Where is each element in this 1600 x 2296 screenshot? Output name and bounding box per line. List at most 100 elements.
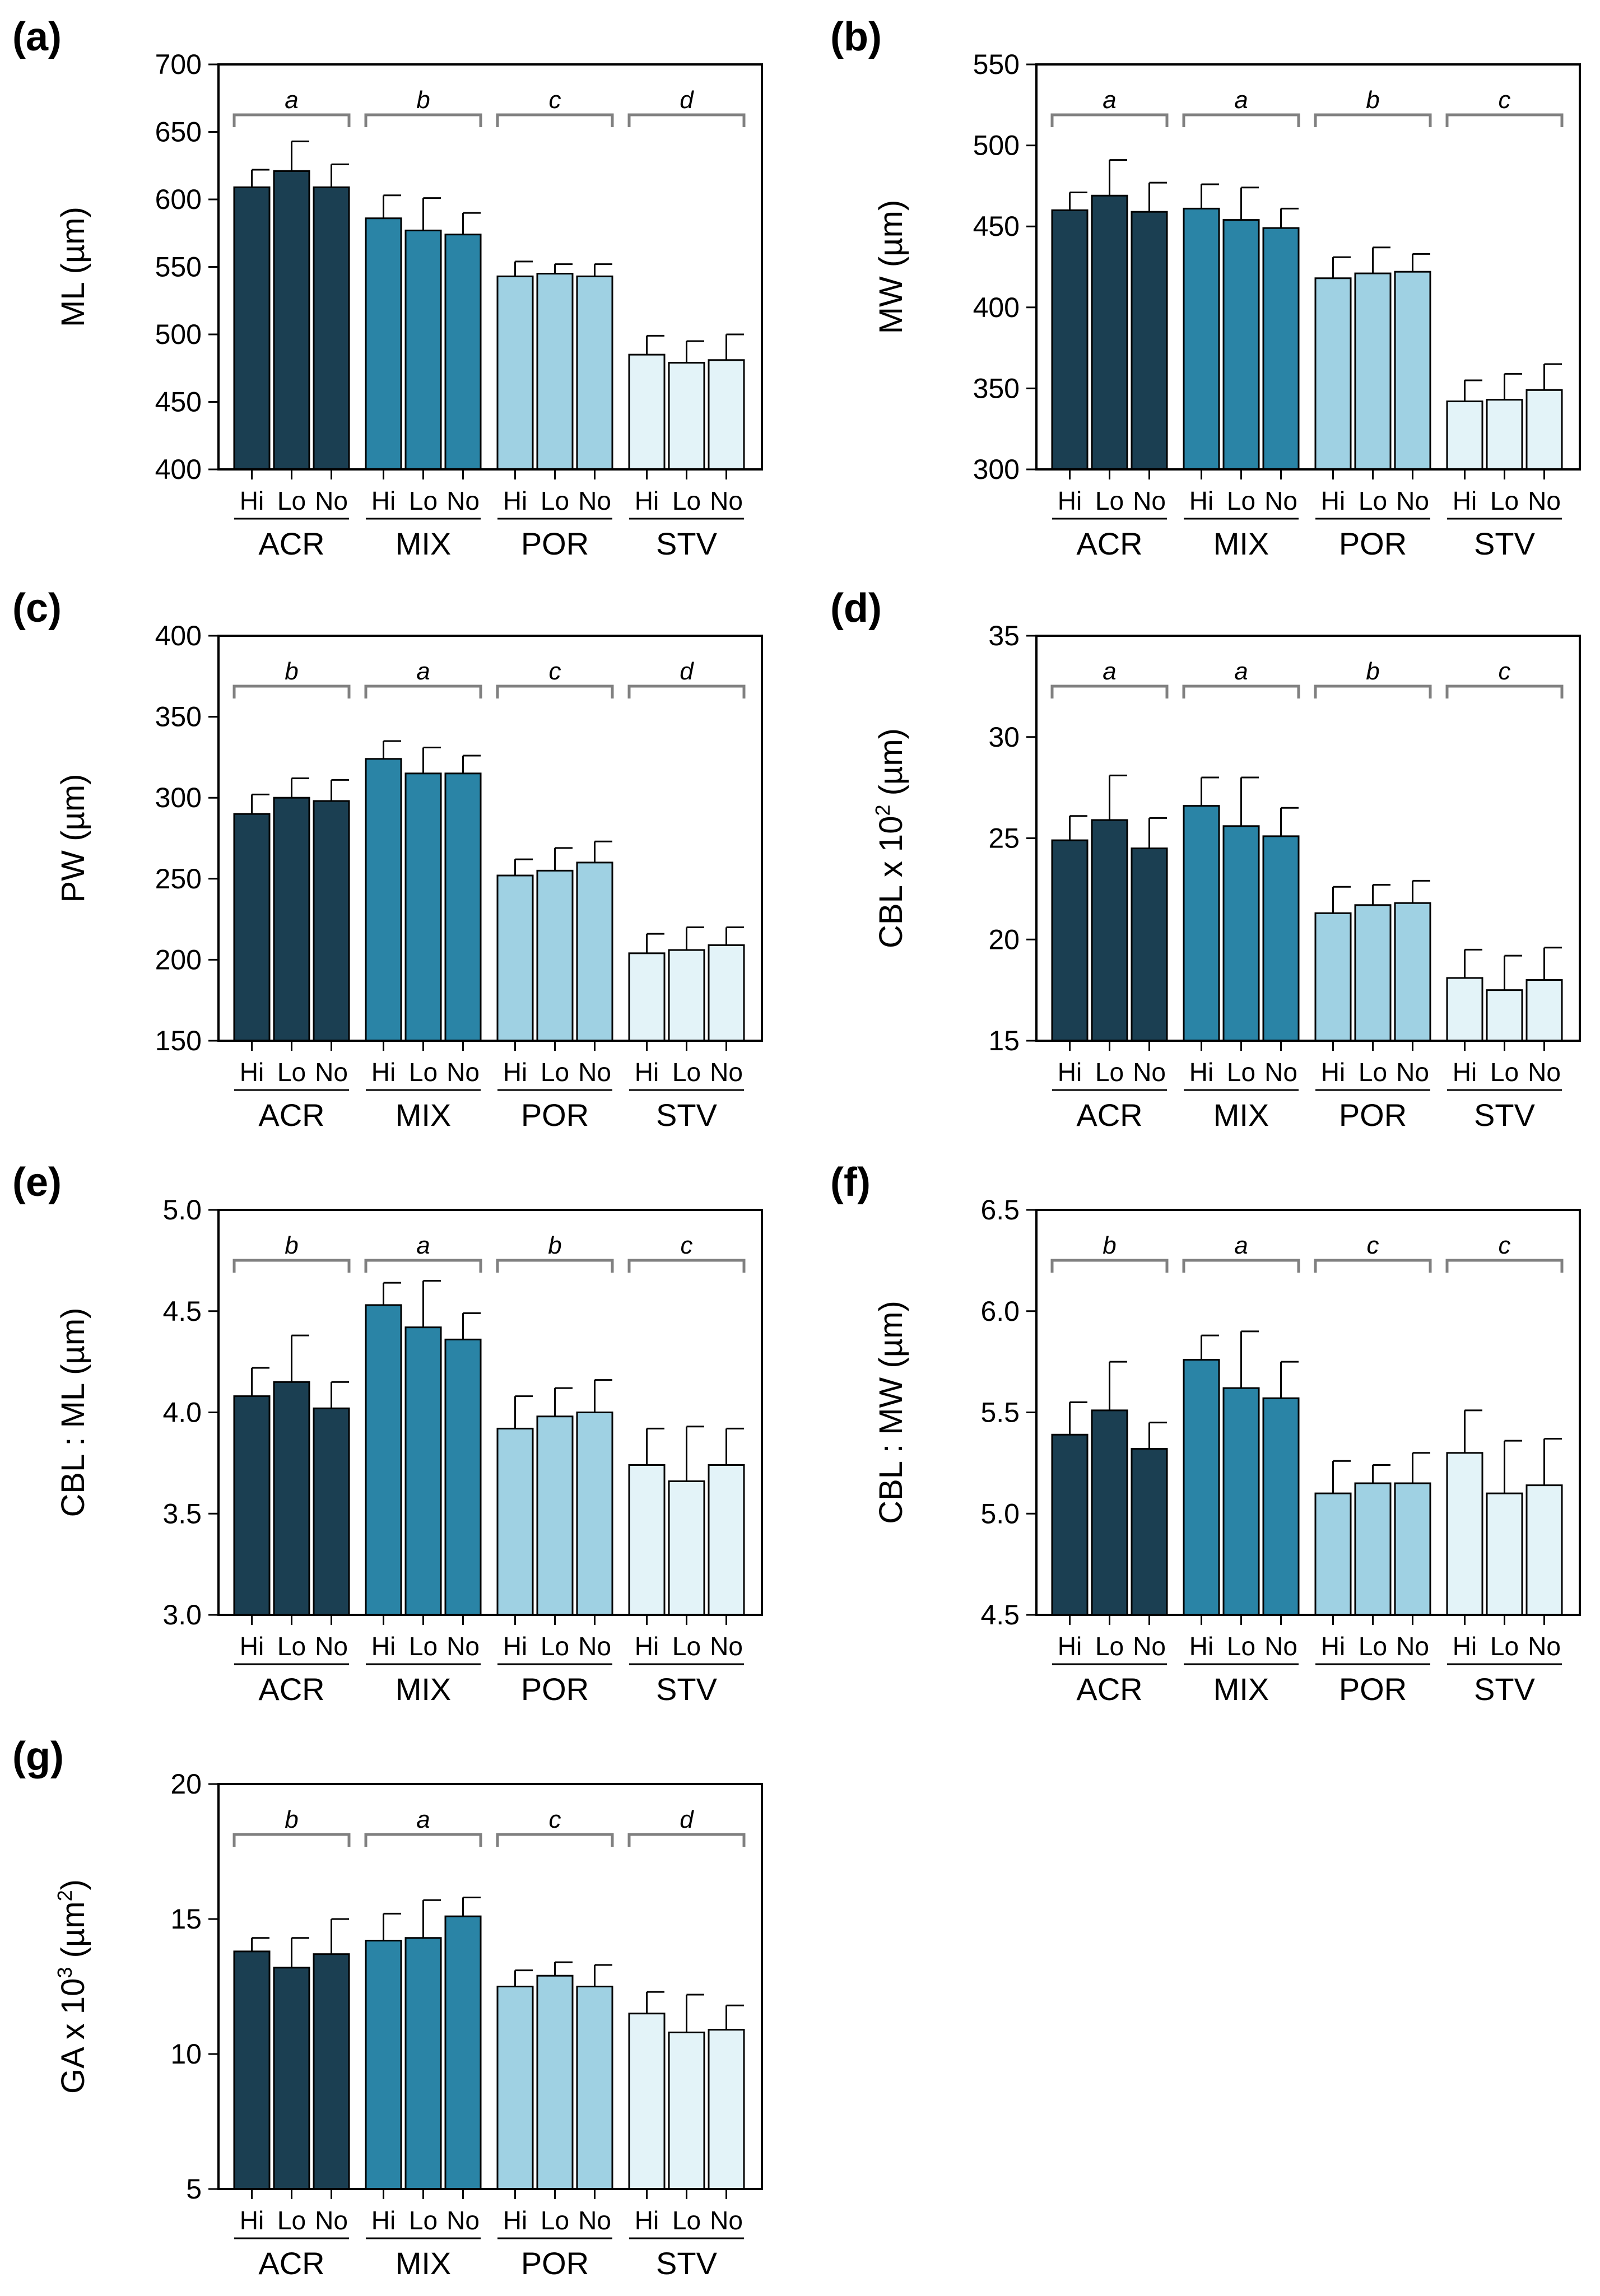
x-tick-label: Lo	[672, 486, 701, 515]
bar-stv-hi	[1446, 1452, 1483, 1616]
y-axis-label: CBL x 102 (µm)	[871, 728, 909, 948]
y-axis-label: MW (µm)	[873, 200, 909, 334]
y-axis-label-sup: 3	[53, 1967, 76, 1978]
x-tick-label: No	[1264, 1632, 1297, 1661]
y-tick-label: 4.5	[162, 1296, 202, 1327]
significance-letter: a	[416, 1232, 430, 1259]
bar-por-hi	[1314, 277, 1352, 471]
group-label-stv: STV	[1474, 526, 1536, 561]
bar-por-hi	[496, 874, 534, 1042]
bar-acr-hi	[1051, 209, 1089, 471]
group-label-stv: STV	[656, 1671, 718, 1707]
panel-letter: (e)	[12, 1160, 62, 1205]
bar-acr-no	[313, 186, 350, 471]
bar-por-no	[576, 1986, 613, 2190]
bar-mix-lo	[404, 229, 442, 471]
bar-stv-lo	[1486, 399, 1523, 471]
bar-acr-no	[313, 1407, 350, 1616]
bar-acr-lo	[1091, 819, 1128, 1042]
significance-bracket	[364, 1833, 482, 1847]
bar-mix-hi	[365, 1304, 402, 1616]
significance-letter: a	[285, 86, 298, 114]
y-tick-label: 700	[155, 49, 202, 80]
bar-stv-hi	[1446, 400, 1483, 471]
group-label-mix: MIX	[396, 1097, 452, 1133]
bar-mix-hi	[1183, 207, 1220, 471]
bar-acr-no	[313, 1953, 350, 2190]
y-tick-label: 5.5	[980, 1397, 1020, 1428]
bar-mix-hi	[365, 217, 402, 471]
group-label-mix: MIX	[396, 1671, 452, 1707]
panel-letter: (g)	[12, 1734, 64, 1779]
x-tick-label: Lo	[541, 1632, 569, 1661]
x-tick-label: Lo	[1359, 1058, 1387, 1087]
x-tick-label: No	[1528, 1632, 1561, 1661]
significance-bracket	[1314, 113, 1432, 127]
significance-bracket	[232, 1833, 351, 1847]
bar-acr-hi	[1051, 839, 1089, 1042]
bar-mix-lo	[404, 1326, 442, 1616]
y-tick-label: 600	[155, 184, 202, 215]
bar-mix-no	[1262, 1397, 1300, 1616]
x-tick-label: Hi	[1321, 1632, 1345, 1661]
group-label-por: POR	[521, 1671, 589, 1707]
bar-stv-no	[708, 944, 745, 1042]
y-axis-label-main: CBL x 10	[873, 816, 909, 948]
bar-mix-hi	[1183, 805, 1220, 1042]
group-label-mix: MIX	[1213, 1097, 1269, 1133]
bar-stv-hi	[1446, 977, 1483, 1042]
x-tick-label: No	[315, 1632, 348, 1661]
significance-letter: a	[1103, 86, 1116, 114]
x-tick-label: Hi	[1189, 1058, 1213, 1087]
significance-letter: b	[1103, 1232, 1116, 1259]
bar-mix-no	[444, 1338, 482, 1616]
bar-acr-no	[1131, 847, 1168, 1042]
x-tick-label: Hi	[1058, 1632, 1082, 1661]
significance-letter: c	[681, 1232, 693, 1259]
y-tick-label: 450	[155, 386, 202, 418]
significance-letter: b	[285, 658, 298, 685]
bar-stv-no	[708, 359, 745, 471]
significance-letter: c	[1499, 1232, 1511, 1259]
x-tick-label: No	[1133, 1058, 1166, 1087]
bar-stv-no	[708, 2029, 745, 2190]
x-tick-label: Lo	[1359, 486, 1387, 515]
x-tick-label: Lo	[541, 1058, 569, 1087]
x-tick-label: Lo	[541, 2206, 569, 2235]
significance-letter: b	[416, 86, 430, 114]
significance-letter: c	[1499, 86, 1511, 114]
bar-mix-no	[444, 1915, 482, 2190]
group-label-por: POR	[1339, 526, 1407, 561]
x-tick-label: Lo	[1227, 486, 1255, 515]
significance-bracket	[364, 684, 482, 698]
x-tick-label: Hi	[371, 486, 396, 515]
x-tick-label: No	[710, 2206, 743, 2235]
bar-stv-no	[1525, 1484, 1563, 1616]
axes-frame	[1035, 1209, 1581, 1616]
significance-bracket	[1314, 1259, 1432, 1273]
significance-bracket	[364, 113, 482, 127]
bar-por-hi	[1314, 1492, 1352, 1616]
axes-frame	[217, 1209, 763, 1616]
x-tick-label: Lo	[1095, 1632, 1124, 1661]
x-tick-label: No	[315, 486, 348, 515]
chart-panel-b: (b) MW (µm) 300 350 400 450 500 550 Hi Lo No ACR a Hi…	[830, 15, 1581, 561]
x-tick-label: Hi	[1189, 486, 1213, 515]
significance-bracket	[364, 1259, 482, 1273]
group-label-mix: MIX	[1213, 526, 1269, 561]
y-axis-label-main: CBL : MW (µm)	[873, 1301, 909, 1524]
axes-frame	[217, 63, 763, 471]
bar-por-no	[576, 861, 613, 1042]
y-tick-label: 250	[155, 863, 202, 895]
x-tick-label: Hi	[635, 1632, 659, 1661]
panel-letter: (c)	[12, 586, 62, 631]
bar-stv-hi	[628, 952, 666, 1042]
y-tick-label: 400	[155, 454, 202, 485]
x-tick-label: No	[578, 2206, 611, 2235]
x-tick-label: No	[446, 1632, 480, 1661]
significance-letter: c	[549, 86, 561, 114]
bar-mix-no	[1262, 227, 1300, 471]
x-tick-label: Lo	[1227, 1632, 1255, 1661]
significance-bracket	[1445, 684, 1564, 698]
bar-por-no	[1394, 271, 1431, 471]
